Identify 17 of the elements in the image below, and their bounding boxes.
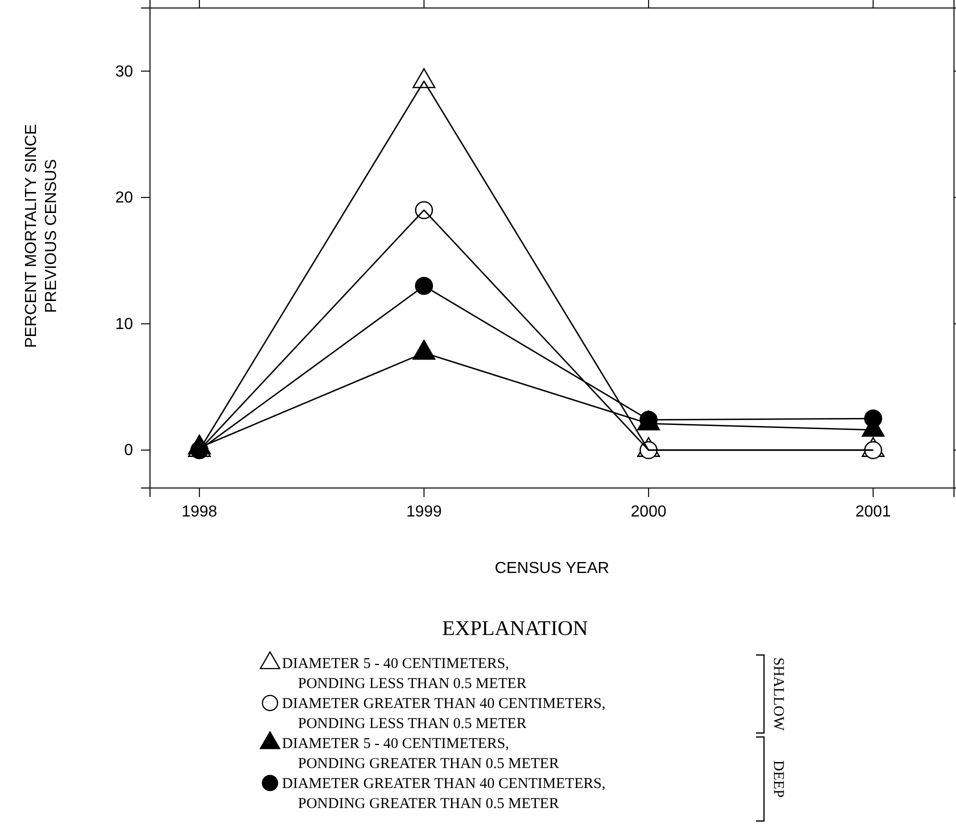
text: SHALLOW <box>770 657 786 732</box>
x-axis-title: CENSUS YEAR <box>494 560 610 577</box>
legend-title: EXPLANATION <box>442 616 588 640</box>
x-tick-label: 1999 <box>406 503 442 520</box>
y-tick-label: 0 <box>124 442 134 460</box>
legend-label: DIAMETER 5 - 40 CENTIMETERS, PONDING GREATER THAN 0.5 METER <box>282 736 559 772</box>
x-tick-label: 1998 <box>182 503 218 520</box>
legend-label: DIAMETER GREATER THAN 40 CENTIMETERS, PONDING LESS THAN 0.5 METER <box>282 696 606 732</box>
y-tick-label: 20 <box>115 190 134 207</box>
text: DEEP <box>770 760 786 798</box>
y-axis-title: PERCENT MORTALITY SINCE PREVIOUS CENSUS <box>23 124 60 348</box>
x-tick-label: 2001 <box>855 503 892 520</box>
y-tick-label: 30 <box>115 63 134 80</box>
legend-label: DIAMETER 5 - 40 CENTIMETERS, PONDING LESS THAN 0.5 METER <box>282 656 526 692</box>
y-tick-label: 10 <box>115 316 134 333</box>
legend-label: DIAMETER GREATER THAN 40 CENTIMETERS, PONDING GREATER THAN 0.5 METER <box>282 776 606 812</box>
x-tick-label: 2000 <box>630 503 666 520</box>
